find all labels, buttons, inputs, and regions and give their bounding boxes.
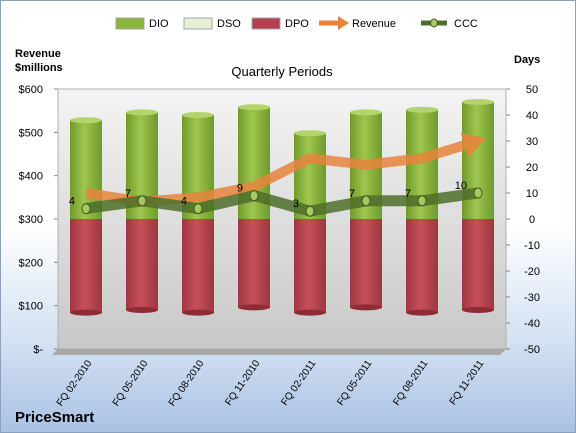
legend-arrowhead-revenue (338, 16, 349, 30)
bar-dpo-base (462, 307, 494, 313)
ccc-data-label: 9 (237, 183, 243, 195)
bar-dpo-base (70, 309, 102, 316)
left-tick-label: $100 (19, 301, 43, 313)
bar-dpo-base (350, 304, 382, 311)
x-tick-label: FQ 11-2011 (448, 358, 487, 407)
bar-dpo-base (182, 309, 214, 316)
ccc-point (81, 203, 91, 215)
bar-dio-cap (294, 130, 326, 137)
legend-label-dso: DSO (217, 18, 241, 30)
chart-title: Quarterly Periods (231, 64, 333, 79)
bar-dpo (70, 219, 102, 313)
right-axis-label: Days (514, 54, 540, 66)
x-tick-label: FQ 08-2010 (167, 358, 207, 408)
company-name: PriceSmart (15, 409, 94, 426)
x-tick-label: FQ 08-2011 (391, 358, 430, 408)
right-tick-label: -20 (524, 266, 540, 278)
legend-label-revenue: Revenue (352, 18, 396, 30)
legend-marker-ccc (430, 18, 438, 28)
plot-floor (52, 349, 506, 355)
bar-dio-cap (406, 106, 438, 113)
plot-background (57, 88, 507, 350)
bar-dio-cap (238, 104, 270, 111)
bar-dio-cap (182, 112, 214, 118)
right-tick-label: -30 (524, 292, 540, 304)
right-tick-label: 10 (526, 188, 538, 200)
legend: DIO DSO DPO Revenue CCC (115, 16, 478, 30)
x-tick-label: FQ 05-2010 (111, 358, 151, 408)
right-tick-label: -40 (524, 318, 540, 330)
ccc-point (361, 195, 371, 207)
ccc-data-label: 7 (349, 188, 355, 200)
legend-swatch-dso (183, 17, 213, 30)
x-tick-label: FQ 02-2011 (279, 358, 318, 408)
ccc-line (85, 187, 479, 217)
right-tick-label: 30 (526, 136, 538, 148)
ccc-data-label: 7 (405, 188, 411, 200)
bar-dpo (462, 219, 494, 310)
bar-dio-cap (70, 117, 102, 124)
bar-dpo (182, 219, 214, 313)
bar-dpo (294, 219, 326, 313)
ccc-data-label: 3 (293, 198, 299, 210)
left-axis-label-line2: $millions (15, 62, 63, 74)
ccc-data-label: 4 (69, 196, 75, 208)
right-tick-label: 50 (526, 84, 538, 96)
ccc-data-label: 4 (181, 196, 187, 208)
ccc-point (305, 205, 315, 217)
bar-dio-cap (126, 109, 158, 116)
legend-label-dio: DIO (149, 18, 169, 30)
legend-label-dpo: DPO (285, 18, 309, 30)
legend-swatch-dpo (251, 17, 281, 30)
left-tick-label: $500 (19, 127, 43, 139)
x-tick-label: FQ 02-2010 (55, 358, 95, 408)
left-axis-label-line1: Revenue (15, 48, 61, 60)
ccc-point (193, 203, 203, 215)
bar-dio-cap (350, 109, 382, 116)
bar-dio-cap (462, 99, 494, 105)
right-tick-label: -50 (524, 344, 540, 356)
bar-dpo-base (406, 309, 438, 316)
legend-label-ccc: CCC (454, 18, 478, 30)
ccc-data-label: 10 (455, 180, 467, 192)
bar-dpo (350, 219, 382, 308)
x-tick-label: FQ 05-2011 (335, 358, 374, 408)
bar-dio (462, 102, 494, 219)
left-tick-label: $200 (19, 257, 43, 269)
left-tick-label: $600 (19, 84, 43, 96)
bar-dpo-base (294, 309, 326, 316)
right-tick-label: 40 (526, 110, 538, 122)
ccc-point (249, 190, 259, 202)
right-tick-label: -10 (524, 240, 540, 252)
ccc-point (417, 195, 427, 207)
bar-dpo (126, 219, 158, 310)
x-tick-label: FQ 11-2010 (223, 358, 262, 408)
right-tick-label: 20 (526, 162, 538, 174)
bar-dpo-base (126, 307, 158, 313)
bar-dpo (406, 219, 438, 313)
ccc-data-label: 7 (125, 188, 131, 200)
left-tick-label: $300 (19, 214, 43, 226)
ccc-point (473, 187, 483, 199)
left-tick-label: $400 (19, 171, 43, 183)
plot-area: 4 7 4 9 3 7 7 10 (52, 88, 507, 355)
ccc-point (137, 195, 147, 207)
bar-dpo-base (238, 304, 270, 311)
legend-swatch-dio (115, 17, 145, 30)
revenue-arrowhead (460, 132, 486, 158)
right-tick-label: 0 (529, 214, 535, 226)
left-tick-label: $- (33, 344, 43, 356)
bar-dpo (238, 219, 270, 308)
